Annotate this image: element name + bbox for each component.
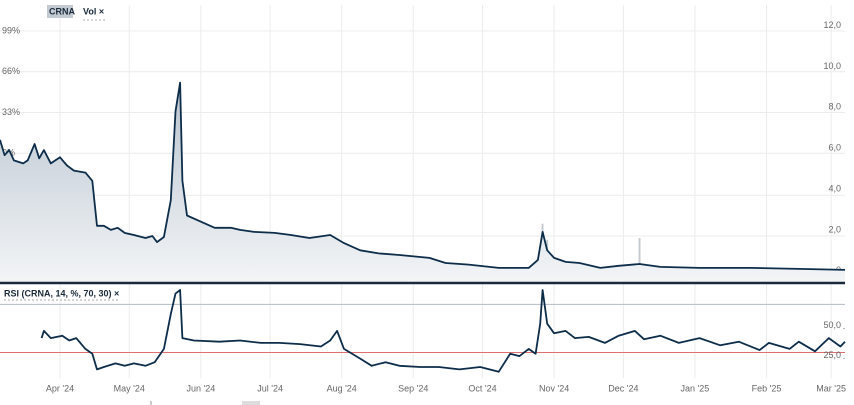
x-tick-label: Sep '24 <box>398 383 428 393</box>
x-tick-label: Jun '24 <box>186 383 215 393</box>
plot-area: 99%66%33%0%-34%-67%-100%12,010,08,06,04,… <box>0 20 846 393</box>
legend-box[interactable] <box>47 5 73 18</box>
panel-title[interactable]: RSI (CRNA, 14, %, 70, 30) × <box>4 288 119 298</box>
x-tick-label: Oct '24 <box>468 383 496 393</box>
y2-tick-label: 10,0 <box>823 61 841 71</box>
scroll-handle[interactable] <box>242 401 260 405</box>
x-tick-label: Dec '24 <box>608 383 638 393</box>
x-tick-label: Jan '25 <box>681 383 710 393</box>
x-tick-label: Apr '24 <box>46 383 74 393</box>
line <box>0 81 846 271</box>
y-tick-label: 25,0 <box>823 350 841 360</box>
volume-bar <box>638 238 641 277</box>
x-tick-label: May '24 <box>114 383 145 393</box>
y2-tick-label: 12,0 <box>823 20 841 30</box>
y-tick-label: 66% <box>2 66 20 76</box>
y2-tick-label: 2,0 <box>828 224 841 234</box>
line <box>40 289 846 373</box>
grid <box>0 5 845 378</box>
y2-tick-label: 4,0 <box>828 183 841 193</box>
legend-entry[interactable]: Vol × <box>83 6 104 16</box>
y2-tick-label: 8,0 <box>828 102 841 112</box>
x-tick-label: Feb '25 <box>752 383 782 393</box>
scroll-handle[interactable] <box>150 401 152 405</box>
legend-entry[interactable]: CRNA <box>49 6 75 16</box>
x-tick-label: Jul '24 <box>257 383 283 393</box>
y2-tick-label: 6,0 <box>828 143 841 153</box>
x-tick-label: Mar '25 <box>816 383 846 393</box>
area <box>0 82 845 283</box>
x-tick-label: Nov '24 <box>539 383 569 393</box>
y-tick-label: 50,0 <box>823 320 841 330</box>
y-tick-label: 33% <box>2 107 20 117</box>
y-tick-label: 99% <box>2 25 20 35</box>
x-tick-label: Aug '24 <box>327 383 357 393</box>
